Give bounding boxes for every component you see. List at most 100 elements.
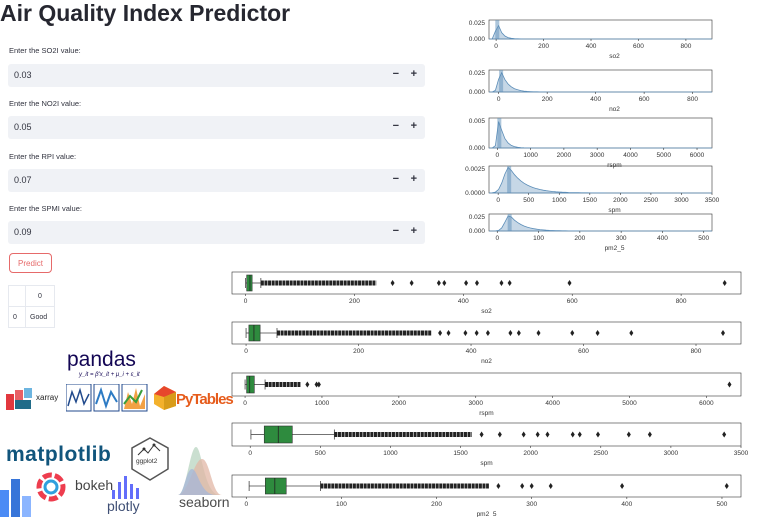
density-area: [488, 166, 712, 194]
outlier-point: [727, 381, 732, 388]
x-tick-label: 0: [244, 501, 248, 508]
x-axis-label: so2: [609, 53, 620, 60]
spmi-decrement-button[interactable]: −: [392, 225, 399, 237]
so2i-increment-button[interactable]: +: [410, 68, 417, 80]
so2i-number-input[interactable]: 0.03 − +: [8, 64, 425, 87]
outlier-point: [485, 330, 490, 336]
result-table: 0 0 Good: [8, 285, 55, 328]
no2i-value[interactable]: 0.05: [14, 122, 32, 132]
outlier-point: [535, 431, 540, 438]
xarray-icon: [6, 388, 32, 410]
boxplot-frame: [231, 271, 742, 295]
x-tick-label: 2000: [523, 450, 538, 457]
outlier-point: [521, 431, 526, 438]
y-tick-label: 0.000: [469, 145, 486, 152]
y-tick-label: 0.0025: [465, 166, 485, 173]
spmi-number-input[interactable]: 0.09 − +: [8, 221, 425, 244]
matplotlib-logo: matplotlib: [6, 443, 112, 466]
x-tick-label: 4000: [545, 400, 560, 407]
x-tick-label: 3000: [469, 400, 484, 407]
x-axis-label: no2: [609, 106, 620, 113]
outlier-point: [499, 280, 504, 286]
histogram-bar: [495, 20, 500, 39]
rpi-value[interactable]: 0.07: [14, 175, 32, 185]
outlier-point: [409, 280, 414, 286]
plotly-logo: plotly: [107, 498, 140, 514]
x-tick-label: 5000: [657, 152, 672, 159]
outlier-point: [536, 330, 541, 336]
histogram-bar: [507, 214, 512, 231]
x-axis-label: so2: [481, 308, 492, 315]
y-tick-label: 0.0000: [465, 190, 485, 197]
x-tick-label: 1000: [383, 450, 398, 457]
x-tick-label: 200: [431, 501, 442, 508]
x-tick-label: 400: [590, 96, 601, 103]
no2i-increment-button[interactable]: +: [410, 120, 417, 132]
x-tick-label: 200: [538, 43, 549, 50]
spmi-label: Enter the SPMI value:: [9, 204, 82, 213]
y-tick-label: 0.005: [469, 118, 486, 125]
x-tick-label: 3000: [590, 152, 605, 159]
density-plot-frame: [488, 19, 713, 40]
x-tick-label: 3500: [705, 197, 720, 204]
outlier-point: [463, 330, 468, 336]
outlier-point: [436, 280, 441, 286]
dask-icon: [36, 472, 66, 502]
density-area: [489, 121, 712, 149]
iqr-box: [246, 274, 253, 292]
y-tick-label: 0.000: [469, 36, 486, 43]
x-tick-label: 400: [466, 348, 477, 355]
spmi-increment-button[interactable]: +: [410, 225, 417, 237]
x-tick-label: 6000: [690, 152, 705, 159]
x-tick-label: 1000: [315, 400, 330, 407]
outlier-point: [314, 381, 319, 388]
outlier-point: [316, 381, 321, 388]
x-tick-label: 600: [633, 43, 644, 50]
x-tick-label: 400: [621, 501, 632, 508]
outlier-point: [722, 280, 727, 286]
spmi-value[interactable]: 0.09: [14, 227, 32, 237]
x-tick-label: 500: [523, 197, 534, 204]
outlier-point: [305, 381, 310, 388]
x-tick-label: 3500: [734, 450, 749, 457]
x-tick-label: 500: [698, 235, 709, 242]
x-axis-label: rspm: [479, 410, 493, 417]
boxplot-frame: [231, 474, 742, 498]
x-tick-label: 200: [574, 235, 585, 242]
density-area: [489, 71, 712, 93]
y-tick-label: 0.025: [469, 214, 486, 221]
so2i-value[interactable]: 0.03: [14, 70, 32, 80]
x-axis-label: pm2_5: [477, 511, 497, 517]
x-axis-label: spm: [608, 207, 620, 214]
x-tick-label: 400: [458, 298, 469, 305]
outlier-point: [595, 431, 600, 438]
seaborn-logo: seaborn: [179, 494, 230, 510]
no2i-number-input[interactable]: 0.05 − +: [8, 116, 425, 139]
no2i-decrement-button[interactable]: −: [392, 120, 399, 132]
iqr-box: [246, 375, 255, 394]
rpi-increment-button[interactable]: +: [410, 173, 417, 185]
x-tick-label: 400: [657, 235, 668, 242]
outlier-point: [508, 330, 513, 336]
seaborn-icon: [178, 447, 222, 495]
x-tick-label: 100: [533, 235, 544, 242]
x-tick-label: 2500: [644, 197, 659, 204]
x-tick-label: 200: [542, 96, 553, 103]
rpi-number-input[interactable]: 0.07 − +: [8, 169, 425, 192]
so2i-decrement-button[interactable]: −: [392, 68, 399, 80]
predict-button[interactable]: Predict: [9, 253, 52, 273]
outlier-point: [516, 330, 521, 336]
x-tick-label: 3000: [664, 450, 679, 457]
outlier-point: [545, 431, 550, 438]
outlier-point: [507, 280, 512, 286]
x-tick-label: 0: [496, 197, 500, 204]
rpi-decrement-button[interactable]: −: [392, 173, 399, 185]
outlier-point: [570, 431, 575, 438]
outlier-point: [474, 330, 479, 336]
x-tick-label: 800: [687, 96, 698, 103]
x-tick-label: 5000: [622, 400, 637, 407]
y-tick-label: 0.000: [469, 228, 486, 235]
pytables-logo: PyTables: [176, 391, 234, 408]
x-tick-label: 4000: [623, 152, 638, 159]
x-tick-label: 6000: [699, 400, 714, 407]
